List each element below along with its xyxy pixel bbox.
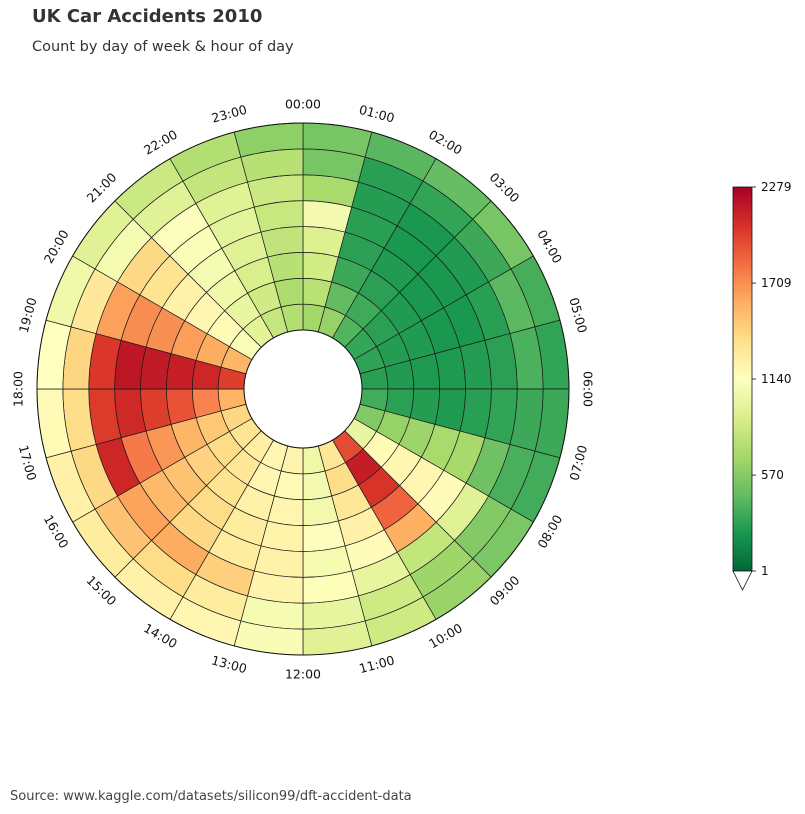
heatmap-cell <box>260 520 304 552</box>
heatmap-cell <box>260 226 304 258</box>
colorbar-tick-label: 570 <box>761 468 784 482</box>
chart-subtitle: Count by day of week & hour of day <box>32 39 294 55</box>
chart-title: UK Car Accidents 2010 <box>32 6 263 27</box>
colorbar-gradient <box>732 186 753 572</box>
hour-label: 21:00 <box>83 169 119 205</box>
hour-label: 05:00 <box>566 296 590 335</box>
outer-ring <box>36 122 570 656</box>
hour-label: 18:00 <box>11 371 26 407</box>
source-note: Source: www.kaggle.com/datasets/silicon9… <box>10 789 412 804</box>
heatmap-cell <box>434 346 466 390</box>
hour-label: 01:00 <box>357 102 396 126</box>
heatmap-cell <box>302 495 339 526</box>
colorbar-tick-label: 1 <box>761 564 769 578</box>
heatmap-cell <box>140 388 172 432</box>
hour-label: 10:00 <box>426 620 465 651</box>
heatmap-cells <box>36 122 570 656</box>
heatmap-cell <box>166 388 197 425</box>
colorbar-extend-min <box>732 570 753 591</box>
hour-label: 13:00 <box>210 652 249 676</box>
hour-label: 19:00 <box>16 296 40 335</box>
hour-label: 20:00 <box>41 227 72 266</box>
hour-label: 02:00 <box>426 127 465 158</box>
heatmap-cell <box>434 388 466 432</box>
hour-label: 06:00 <box>581 371 596 407</box>
hour-label: 08:00 <box>534 512 565 551</box>
colorbar: 1 570 1140 1709 2279 <box>732 180 792 591</box>
hour-label: 09:00 <box>486 572 522 608</box>
hour-label: 15:00 <box>83 572 119 608</box>
hour-label: 23:00 <box>210 102 249 126</box>
hour-label: 17:00 <box>16 443 40 482</box>
hour-label: 16:00 <box>41 512 72 551</box>
heatmap-cell <box>409 353 440 390</box>
hour-label: 12:00 <box>285 667 321 682</box>
hour-label: 07:00 <box>566 443 590 482</box>
hour-label: 22:00 <box>141 127 180 158</box>
heatmap-cell <box>302 520 346 552</box>
heatmap-cell <box>302 226 346 258</box>
center-hole <box>243 329 363 449</box>
colorbar-tick-label: 1140 <box>761 372 792 386</box>
hour-label: 03:00 <box>486 169 522 205</box>
heatmap-cell <box>140 346 172 390</box>
hour-label: 14:00 <box>141 620 180 651</box>
hour-label: 11:00 <box>357 652 396 676</box>
hour-label: 04:00 <box>534 227 565 266</box>
hour-label: 00:00 <box>285 97 321 112</box>
colorbar-tick-label: 1709 <box>761 276 792 290</box>
heatmap-cell <box>267 252 304 283</box>
colorbar-tick-label: 2279 <box>761 180 792 194</box>
